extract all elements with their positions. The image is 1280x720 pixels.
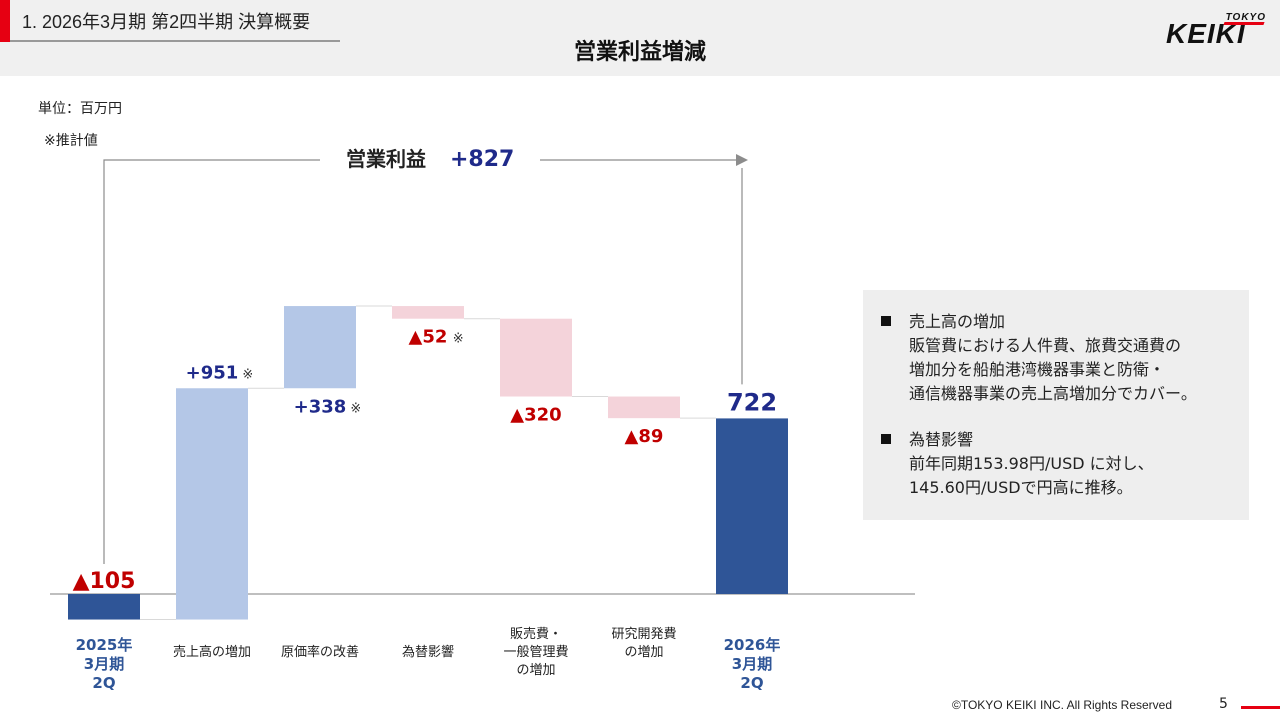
page-title: 営業利益増減 [573, 40, 706, 65]
company-logo: TOKYO KEIKI [1166, 12, 1266, 49]
estimate-mark: ※ [350, 401, 361, 416]
data-label: ▲320 [510, 405, 561, 426]
data-label: ▲52 [409, 327, 448, 348]
data-label: ▲89 [625, 426, 664, 447]
note-item: 為替影響 前年同期153.98円/USD に対し、 145.60円/USDで円高… [881, 428, 1231, 500]
page-number: 5 [1219, 696, 1228, 712]
waterfall-bar [176, 388, 248, 620]
category-label: 2Q [92, 674, 115, 692]
category-label: 為替影響 [402, 644, 454, 660]
unit-label: 単位：百万円 [38, 101, 122, 117]
waterfall-bar [500, 318, 572, 397]
section-title: 1. 2026年3月期 第2四半期 決算概要 [22, 12, 311, 32]
header-bar: 1. 2026年3月期 第2四半期 決算概要 営業利益増減 TOKYO KEIK… [0, 0, 1280, 76]
data-label: ▲105 [73, 569, 136, 594]
category-label: 2Q [740, 674, 763, 692]
category-label: 2026年 [724, 636, 781, 654]
square-bullet-icon [881, 434, 891, 444]
data-label: 722 [727, 388, 777, 416]
data-label: +951 [186, 362, 239, 383]
category-label: の増加 [516, 663, 555, 678]
waterfall-bar [716, 418, 788, 594]
category-label: 一般管理費 [503, 644, 568, 660]
bracket-line-left [103, 159, 320, 564]
note-body: 前年同期153.98円/USD に対し、 145.60円/USDで円高に推移。 [909, 454, 1154, 497]
footer-accent [1241, 706, 1280, 709]
waterfall-bar [392, 306, 464, 319]
summary-value: +827 [450, 147, 514, 172]
estimate-note: ※推計値 [44, 133, 98, 149]
category-label: 販売費・ [510, 626, 562, 642]
logo-tokyo: TOKYO [1225, 12, 1266, 23]
estimate-mark: ※ [453, 332, 464, 347]
waterfall-bar [284, 306, 356, 389]
note-body: 販管費における人件費、旅費交通費の 増加分を船舶港湾機器事業と防衛・ 通信機器事… [909, 336, 1197, 403]
data-label: +338 [294, 396, 347, 417]
note-title: 為替影響 [909, 430, 974, 449]
estimate-mark: ※ [242, 367, 253, 382]
category-label: 2025年 [76, 636, 133, 654]
copyright: ©TOKYO KEIKI INC. All Rights Reserved [952, 698, 1173, 712]
waterfall-bar [68, 594, 140, 620]
note-title: 売上高の増加 [909, 312, 1006, 331]
category-label: の増加 [624, 645, 663, 660]
square-bullet-icon [881, 316, 891, 326]
category-label: 研究開発費 [611, 627, 676, 642]
category-label: 3月期 [84, 655, 124, 673]
waterfall-bar [608, 396, 680, 419]
header-accent [0, 0, 10, 42]
category-label: 3月期 [732, 655, 772, 673]
summary-label: 営業利益 [346, 147, 426, 171]
note-item: 売上高の増加 販管費における人件費、旅費交通費の 増加分を船舶港湾機器事業と防衛… [881, 310, 1231, 406]
notes-box: 売上高の増加 販管費における人件費、旅費交通費の 増加分を船舶港湾機器事業と防衛… [863, 290, 1249, 520]
section-underline [10, 40, 340, 42]
category-label: 原価率の改善 [281, 644, 359, 660]
category-label: 売上高の増加 [173, 644, 251, 660]
arrow-head-icon [736, 154, 748, 166]
